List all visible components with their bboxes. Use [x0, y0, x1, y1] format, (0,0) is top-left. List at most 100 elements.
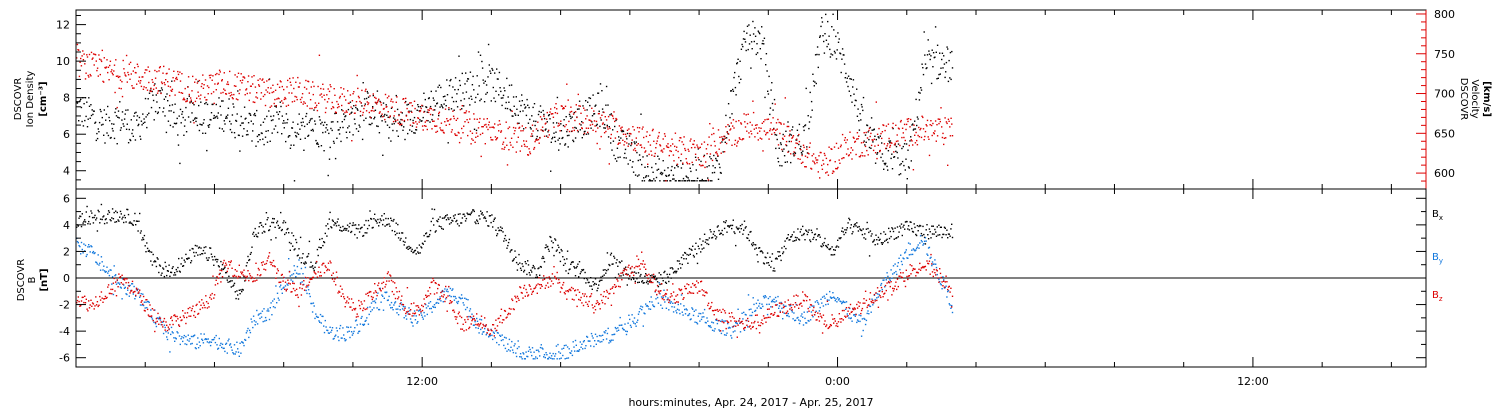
velocity-series-point: [346, 111, 348, 113]
by-series-point: [833, 297, 836, 299]
density-series-point: [941, 52, 944, 54]
by-series-point: [238, 355, 240, 357]
bx-series-point: [423, 234, 425, 237]
velocity-series-point: [266, 91, 269, 93]
velocity-series-point: [291, 92, 293, 94]
velocity-series-point: [748, 132, 750, 134]
bx-series-point: [931, 233, 934, 235]
density-series-point: [929, 58, 931, 61]
density-series-point: [156, 101, 158, 103]
bx-series-point: [337, 218, 339, 220]
density-series-point: [332, 121, 334, 123]
density-series-point: [936, 78, 938, 80]
bx-series-point: [735, 226, 738, 228]
density-series-point: [341, 121, 343, 123]
by-series-point: [821, 296, 824, 298]
density-series-point: [680, 160, 682, 162]
velocity-series-point: [813, 161, 815, 163]
bx-series-point: [859, 228, 861, 230]
bx-series-point: [463, 213, 465, 215]
density-series-point: [677, 166, 679, 168]
bz-series: [76, 251, 954, 338]
velocity-series-point: [812, 160, 814, 162]
bx-series-point: [714, 235, 716, 237]
bz-series-point: [124, 277, 126, 280]
density-series-point: [210, 112, 213, 114]
bx-series-point: [346, 224, 349, 226]
density-series-point: [162, 111, 164, 113]
density-series-point: [510, 109, 512, 112]
velocity-series-point: [640, 144, 642, 146]
velocity-series-point: [375, 97, 377, 100]
density-series-point: [394, 120, 397, 123]
velocity-series-point: [479, 133, 482, 136]
velocity-series-point: [428, 109, 430, 111]
density-series-point: [487, 43, 490, 46]
by-series-point: [379, 287, 381, 290]
velocity-series-point: [934, 130, 936, 132]
bx-series-point: [322, 244, 324, 247]
density-series-point: [732, 90, 735, 92]
velocity-series-point: [115, 75, 118, 77]
density-series-point: [94, 121, 97, 123]
velocity-series-point: [109, 64, 111, 67]
bx-series-point: [104, 218, 107, 221]
bx-series-point: [625, 273, 628, 275]
by-series-point: [193, 334, 196, 336]
by-series-point: [501, 334, 503, 336]
density-series-point: [567, 146, 569, 148]
by-series-point: [519, 353, 522, 355]
velocity-series-point: [287, 79, 289, 82]
density-series-point: [724, 141, 726, 143]
density-series-point: [560, 123, 562, 125]
density-series-point: [596, 123, 598, 126]
bx-series-point: [263, 230, 265, 233]
by-series-point: [602, 339, 605, 341]
velocity-series-point: [503, 148, 505, 150]
by-series-point: [159, 319, 162, 321]
density-series-point: [924, 63, 927, 65]
velocity-series-point: [736, 142, 739, 144]
velocity-series-point: [560, 120, 562, 122]
bz-series-point: [114, 290, 116, 292]
velocity-series-point: [624, 133, 627, 135]
by-series-point: [916, 246, 919, 248]
velocity-series-point: [763, 121, 765, 123]
density-series-point: [479, 54, 482, 56]
bx-series-point: [921, 234, 923, 237]
by-series-point: [692, 308, 694, 310]
velocity-series-point: [714, 145, 716, 147]
velocity-series-point: [388, 116, 391, 119]
bx-series-point: [776, 258, 778, 260]
bx-series-point: [222, 268, 224, 271]
velocity-series-point: [157, 90, 159, 92]
by-series-point: [625, 333, 628, 336]
density-series-point: [165, 131, 168, 134]
velocity-series-point: [305, 79, 307, 82]
velocity-series-point: [904, 139, 906, 142]
velocity-series-point: [726, 131, 728, 133]
density-series-point: [413, 132, 415, 134]
density-series-point: [269, 140, 271, 142]
density-series-point: [424, 98, 426, 101]
velocity-series-point: [267, 87, 269, 89]
bx-series-point: [630, 278, 632, 281]
density-series-point: [396, 130, 398, 132]
velocity-series-point: [752, 111, 755, 114]
bx-series-point: [915, 234, 918, 237]
bx-series-point: [88, 220, 90, 223]
velocity-series-point: [833, 171, 835, 173]
density-series-point: [372, 94, 374, 97]
velocity-series-point: [482, 126, 484, 128]
by-series-point: [233, 353, 235, 355]
by-series-point: [478, 332, 480, 334]
bx-series-point: [841, 230, 843, 232]
bx-series-point: [503, 240, 505, 242]
by-series-point: [329, 326, 331, 328]
velocity-series-point: [866, 149, 868, 152]
density-series-point: [95, 139, 97, 142]
by-series-point: [76, 240, 79, 243]
by-series-point: [191, 342, 193, 345]
velocity-series-point: [554, 112, 557, 114]
density-series-point: [221, 100, 223, 102]
